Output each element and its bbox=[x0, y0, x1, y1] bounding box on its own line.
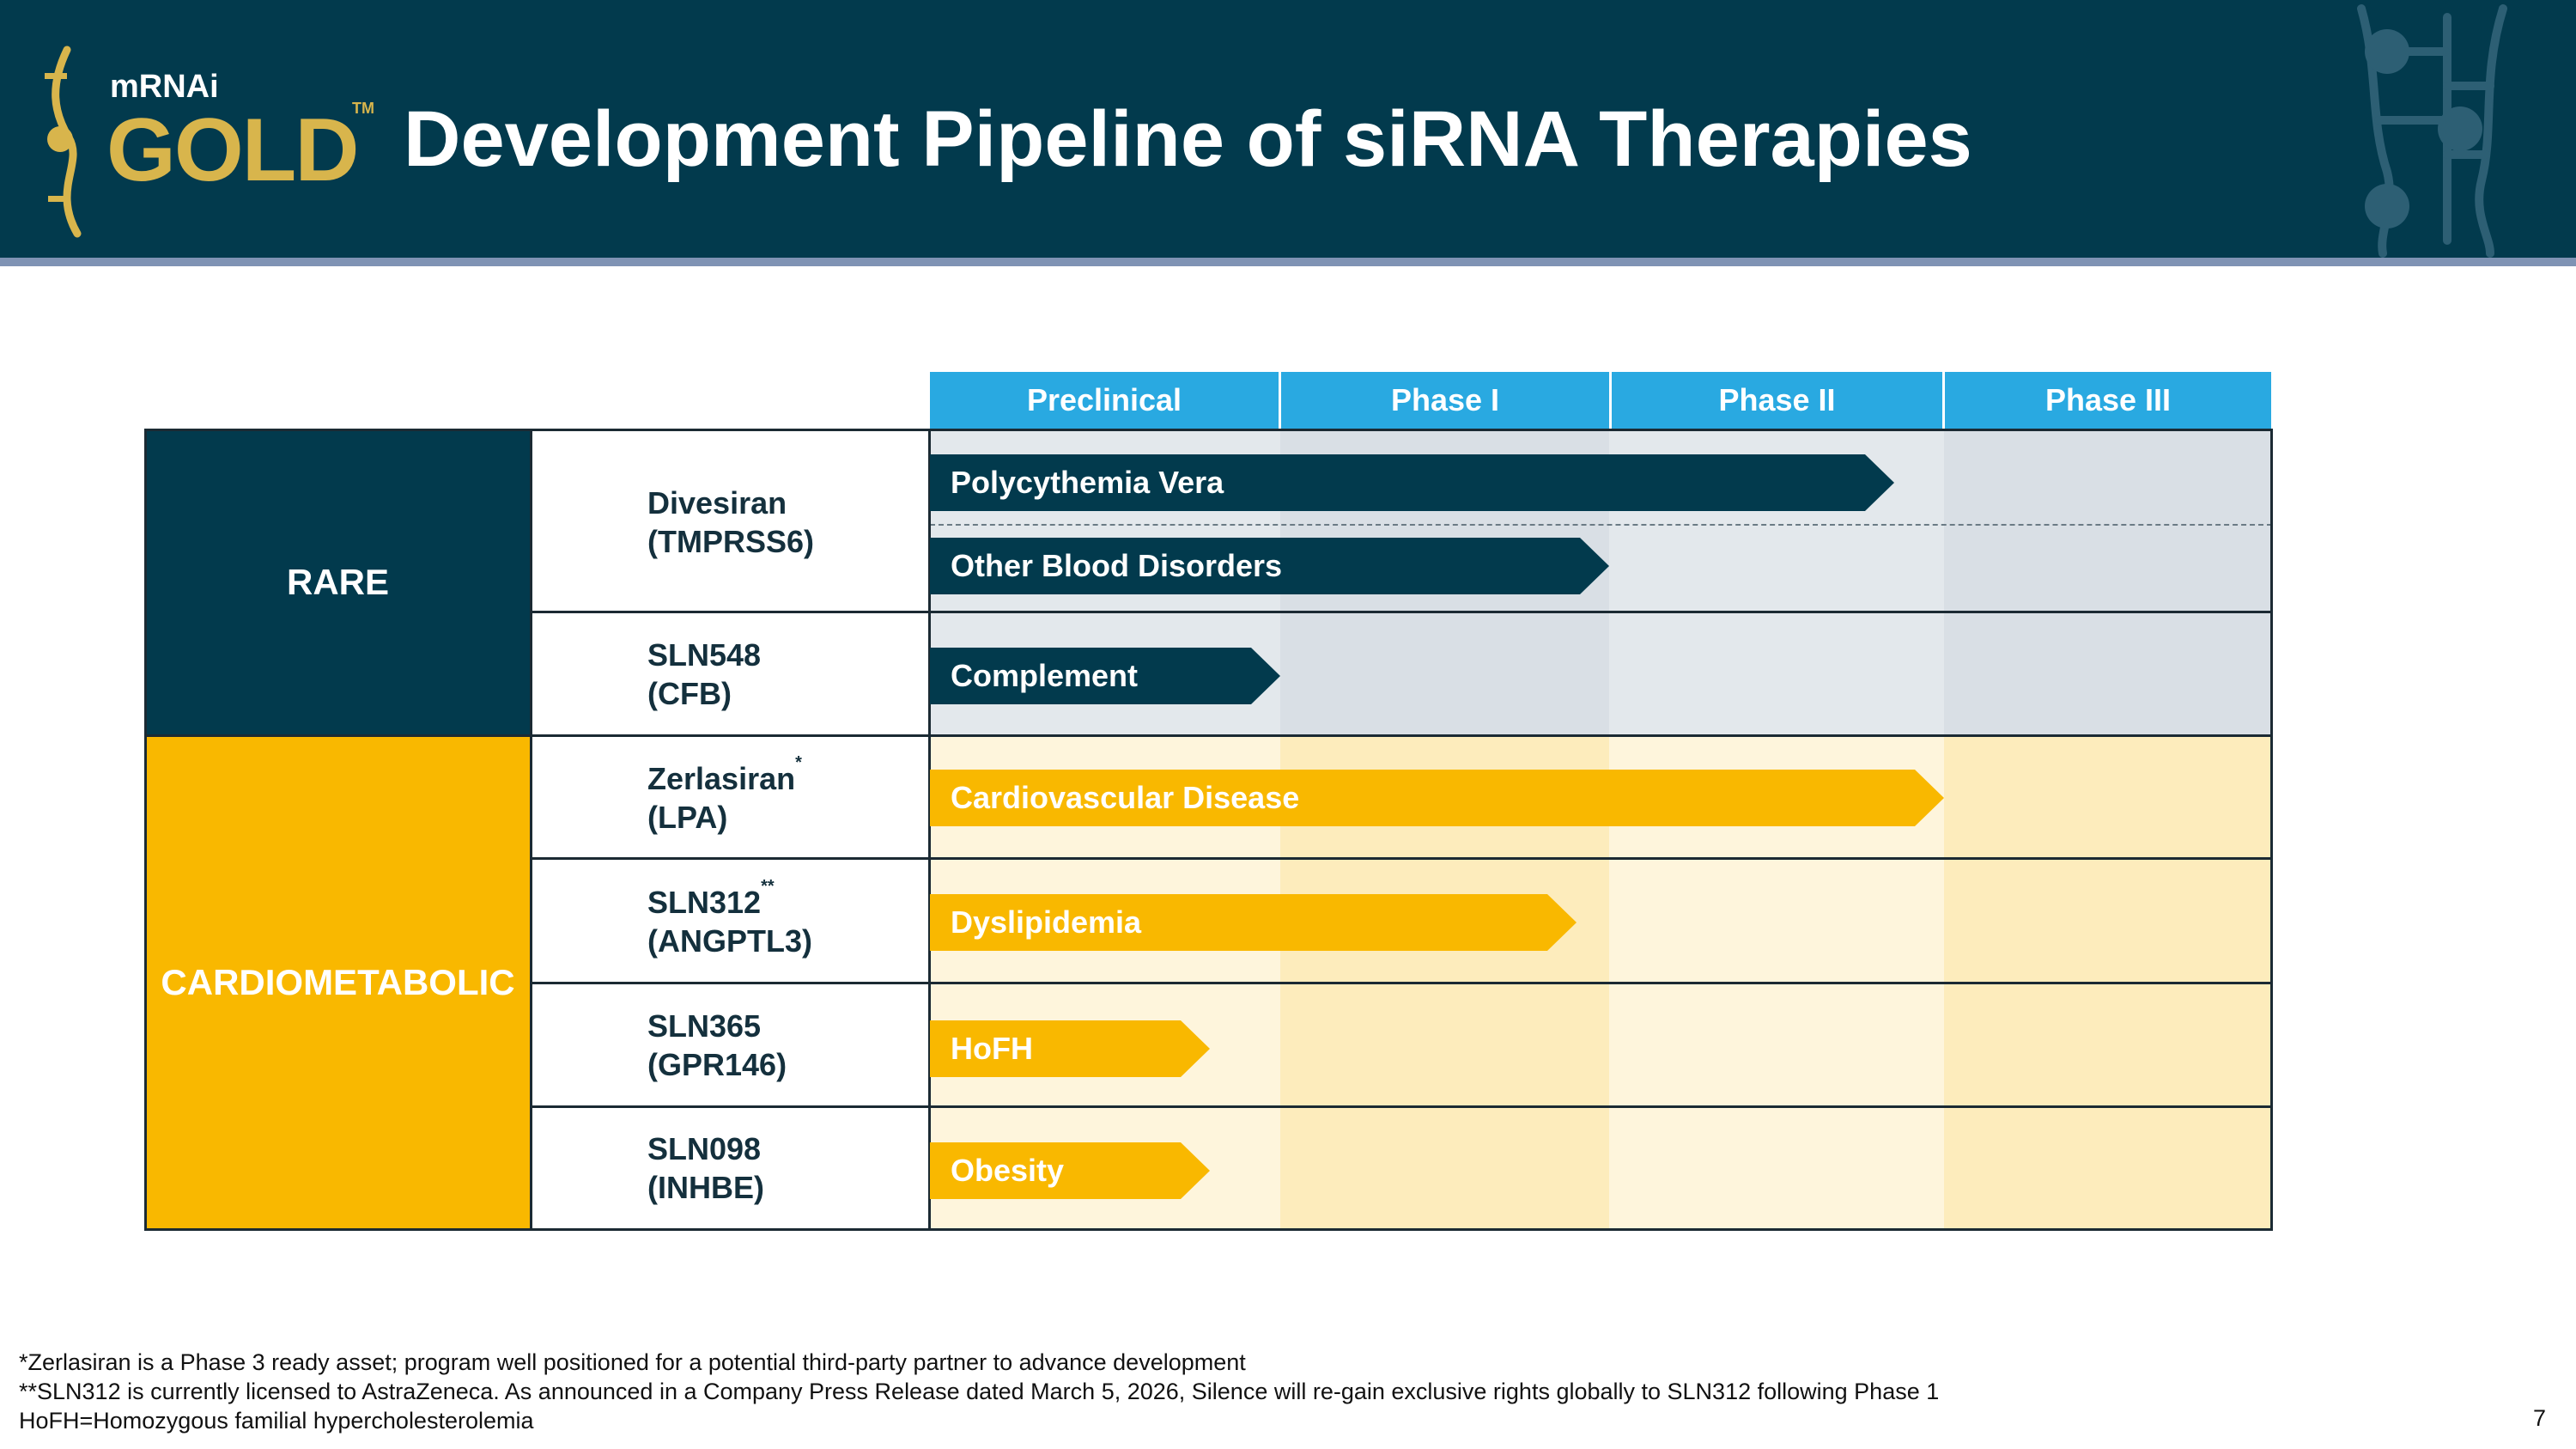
grid-line bbox=[145, 429, 2272, 431]
grid-line bbox=[531, 982, 2272, 984]
grid-line bbox=[531, 857, 2272, 860]
phase-header-phase-3: Phase III bbox=[1945, 372, 2271, 429]
program-sln312: SLN312** (ANGPTL3) bbox=[647, 878, 812, 960]
phase-header-phase-2: Phase II bbox=[1612, 372, 1942, 429]
program-target: (CFB) bbox=[647, 676, 732, 711]
rare-phase3-band bbox=[1944, 429, 2272, 735]
footnote-mark: * bbox=[795, 753, 802, 772]
header-bar: mRNAi GOLD TM Development Pipeline of si… bbox=[0, 0, 2576, 258]
program-target: (GPR146) bbox=[647, 1047, 787, 1082]
bar-polycythemia-vera: Polycythemia Vera bbox=[930, 454, 1894, 511]
grid-line bbox=[2270, 429, 2273, 1231]
logo-gold-text: GOLD bbox=[106, 100, 359, 200]
bar-hofh: HoFH bbox=[930, 1020, 1210, 1077]
footnote-sln312: **SLN312 is currently licensed to AstraZ… bbox=[19, 1379, 1940, 1404]
grid-line bbox=[145, 1228, 2272, 1231]
phase-header-preclinical: Preclinical bbox=[930, 372, 1279, 429]
logo-trademark: TM bbox=[352, 100, 374, 117]
grid-line bbox=[530, 429, 532, 1231]
program-name: Divesiran bbox=[647, 485, 787, 521]
program-name: SLN548 bbox=[647, 637, 762, 673]
bar-complement: Complement bbox=[930, 648, 1280, 704]
program-zerlasiran: Zerlasiran* (LPA) bbox=[647, 754, 802, 837]
footnote-hofh: HoFH=Homozygous familial hypercholestero… bbox=[19, 1408, 534, 1434]
category-cardiometabolic: CARDIOMETABOLIC bbox=[145, 735, 531, 1230]
company-logo: mRNAi GOLD TM bbox=[34, 43, 378, 240]
program-target: (INHBE) bbox=[647, 1170, 764, 1205]
program-name: SLN312 bbox=[647, 885, 762, 920]
grid-line bbox=[531, 611, 2272, 613]
logo-helix-icon bbox=[45, 46, 82, 238]
header-divider bbox=[0, 258, 2576, 266]
grid-line-dashed bbox=[930, 524, 2272, 526]
page-number: 7 bbox=[2533, 1405, 2547, 1431]
footnote-zerlasiran: *Zerlasiran is a Phase 3 ready asset; pr… bbox=[19, 1349, 1246, 1375]
phase-header-phase-1: Phase I bbox=[1281, 372, 1609, 429]
helix-decoration-icon bbox=[2357, 4, 2507, 258]
program-target: (LPA) bbox=[647, 800, 728, 835]
program-sln365: SLN365 (GPR146) bbox=[647, 1007, 787, 1084]
bar-other-blood-disorders: Other Blood Disorders bbox=[930, 538, 1609, 594]
program-name: SLN365 bbox=[647, 1008, 762, 1044]
program-name: SLN098 bbox=[647, 1131, 762, 1166]
program-sln548: SLN548 (CFB) bbox=[647, 636, 761, 713]
grid-line bbox=[145, 734, 2272, 737]
bar-dyslipidemia: Dyslipidemia bbox=[930, 894, 1577, 951]
footnote-mark: ** bbox=[761, 877, 775, 896]
program-name: Zerlasiran bbox=[647, 761, 796, 796]
logo-mrnai-text: mRNAi bbox=[110, 69, 219, 105]
grid-line bbox=[144, 429, 147, 1231]
bar-obesity: Obesity bbox=[930, 1142, 1210, 1199]
bar-cardiovascular-disease: Cardiovascular Disease bbox=[930, 770, 1944, 826]
grid-line bbox=[928, 429, 931, 1231]
program-target: (TMPRSS6) bbox=[647, 524, 815, 559]
program-target: (ANGPTL3) bbox=[647, 923, 812, 959]
grid-line bbox=[531, 1105, 2272, 1108]
program-sln098: SLN098 (INHBE) bbox=[647, 1129, 764, 1207]
program-divesiran: Divesiran (TMPRSS6) bbox=[647, 484, 814, 561]
page-title: Development Pipeline of siRNA Therapies bbox=[404, 95, 1972, 183]
category-rare: RARE bbox=[145, 429, 531, 735]
